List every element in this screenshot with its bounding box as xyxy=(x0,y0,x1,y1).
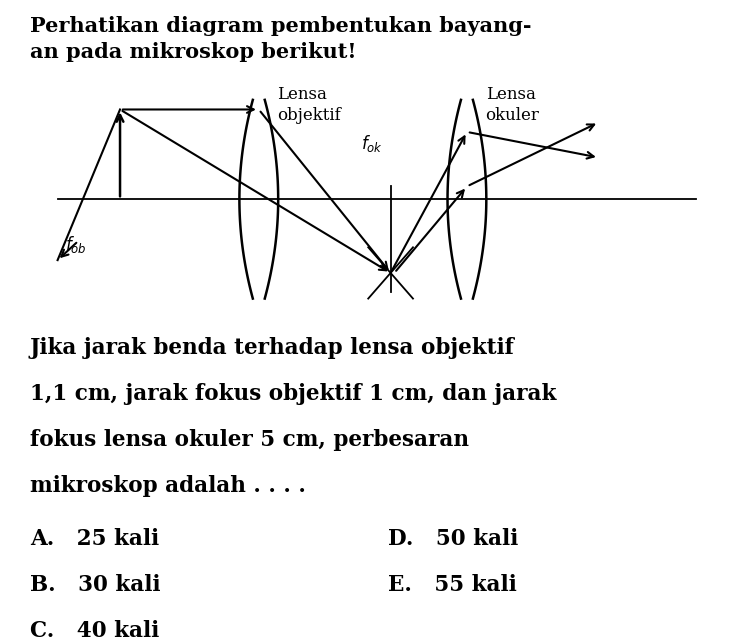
Text: C.   40 kali: C. 40 kali xyxy=(30,620,159,641)
Text: E.   55 kali: E. 55 kali xyxy=(388,574,517,595)
Text: B.   30 kali: B. 30 kali xyxy=(30,574,160,595)
Text: A.   25 kali: A. 25 kali xyxy=(30,528,159,549)
Text: Lensa
okuler: Lensa okuler xyxy=(486,86,539,124)
Text: D.   50 kali: D. 50 kali xyxy=(388,528,518,549)
Text: an pada mikroskop berikut!: an pada mikroskop berikut! xyxy=(30,42,357,62)
Text: Perhatikan diagram pembentukan bayang-: Perhatikan diagram pembentukan bayang- xyxy=(30,16,531,36)
Text: Lensa
objektif: Lensa objektif xyxy=(278,86,341,124)
Text: fokus lensa okuler 5 cm, perbesaran: fokus lensa okuler 5 cm, perbesaran xyxy=(30,429,468,451)
Text: Jika jarak benda terhadap lensa objektif: Jika jarak benda terhadap lensa objektif xyxy=(30,337,515,358)
Text: mikroskop adalah . . . .: mikroskop adalah . . . . xyxy=(30,475,306,497)
Text: $f_{ob}$: $f_{ob}$ xyxy=(64,233,87,254)
Text: 1,1 cm, jarak fokus objektif 1 cm, dan jarak: 1,1 cm, jarak fokus objektif 1 cm, dan j… xyxy=(30,383,557,404)
Text: $f_{ok}$: $f_{ok}$ xyxy=(361,133,383,154)
